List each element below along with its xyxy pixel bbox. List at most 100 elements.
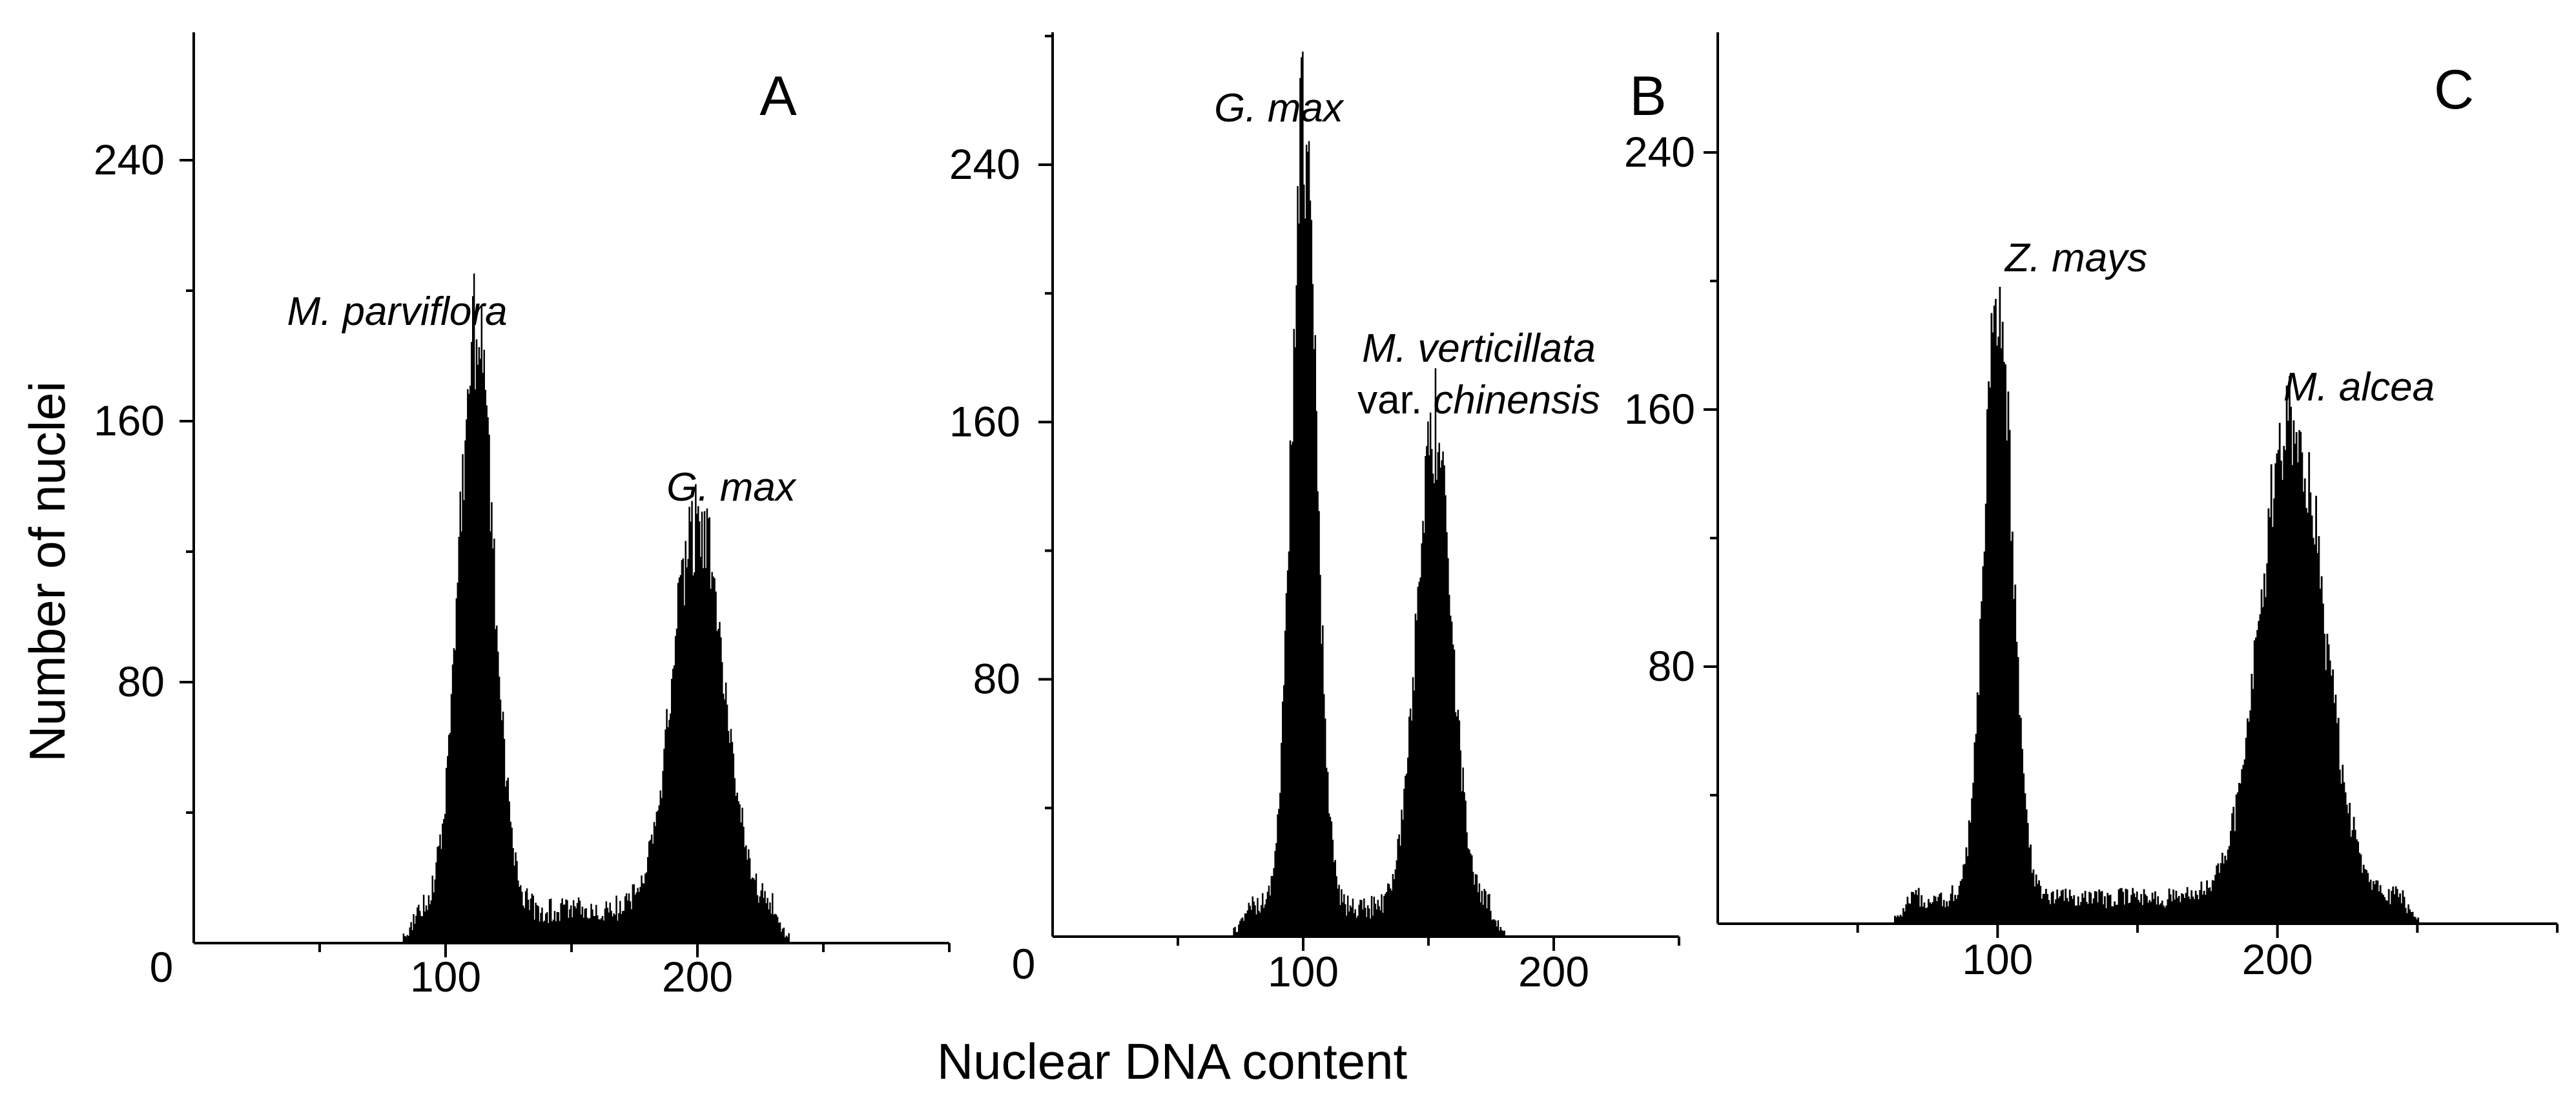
panel-c-bar-66 — [1986, 409, 1988, 924]
panel-c-bar-316 — [2336, 723, 2338, 924]
panel-a-bar-232 — [695, 484, 697, 943]
panel-b-x-tick-label-200: 200 — [1518, 948, 1589, 995]
panel-a-bar-258 — [727, 731, 730, 943]
panel-c-bar-111 — [2049, 904, 2052, 924]
panel-a-bar-164 — [609, 902, 611, 943]
panel-a-x-ticks: 100 200 — [318, 943, 951, 1001]
panel-a-bar-134 — [572, 917, 573, 943]
panel-c-bar-153 — [2108, 895, 2110, 924]
panel-c-bar-302 — [2316, 553, 2319, 924]
panel-c-bar-56 — [1972, 782, 1975, 924]
panel-c-bar-76 — [2000, 348, 2003, 924]
panel-b-bar-77 — [1329, 816, 1332, 937]
panel-c-bar-24 — [1928, 899, 1930, 924]
panel-b-x-tick-label-100: 100 — [1268, 948, 1339, 995]
panel-b-bar-116 — [1378, 906, 1380, 937]
panel-c-bar-38 — [1947, 906, 1950, 924]
panel-b-bar-165 — [1439, 468, 1441, 937]
panel-c-bar-250 — [2243, 759, 2246, 924]
panel-a-bar-213 — [671, 678, 673, 943]
panel-a-bar-285 — [761, 883, 763, 943]
panel-b-bar-194 — [1476, 875, 1478, 937]
panel-c-bar-206 — [2182, 894, 2185, 924]
panel-b-bar-143 — [1412, 677, 1414, 937]
panel-b-bar-192 — [1473, 884, 1476, 937]
panel-c-bar-27 — [1932, 902, 1934, 924]
panel-c-bar-60 — [1978, 695, 1980, 924]
panel-c-bar-326 — [2350, 837, 2353, 924]
panel-c-bar-35 — [1942, 900, 1945, 924]
panel-a-bar-182 — [632, 884, 634, 943]
panel-a-bar-25 — [434, 879, 436, 943]
x-axis-title: Nuclear DNA content — [937, 1033, 1408, 1090]
panel-b-bar-99 — [1357, 915, 1359, 937]
panel-a-bar-156 — [599, 919, 601, 943]
panel-c-bar-75 — [1999, 287, 2001, 924]
panel-c-bar-85 — [2013, 599, 2015, 924]
panel-c-bar-196 — [2168, 888, 2170, 924]
panel-b-bar-0 — [1233, 928, 1235, 937]
panel-c-bar-15 — [1915, 889, 1917, 924]
panel-c-bar-213 — [2192, 897, 2194, 924]
panel-c-bar-211 — [2189, 899, 2191, 924]
panel-a-bar-248 — [715, 591, 717, 943]
panel-c-bar-194 — [2165, 905, 2168, 924]
panel-a-bar-244 — [710, 588, 712, 943]
panel-a-bar-151 — [593, 916, 595, 943]
panel-a-bar-13 — [419, 911, 421, 943]
panel-a-bar-137 — [575, 908, 577, 943]
panel-c-bar-89 — [2018, 715, 2021, 924]
panel-c-bar-336 — [2364, 869, 2366, 924]
panel-b-bar-19 — [1257, 898, 1259, 937]
panel-c-bar-300 — [2314, 545, 2316, 924]
panel-c-x-tick-label-100: 100 — [1962, 935, 2033, 983]
panel-a-bar-211 — [668, 720, 670, 943]
panel-b-bar-49 — [1294, 347, 1296, 937]
panel-b-bar-201 — [1485, 891, 1487, 937]
panel-c-y-tick-label-240: 240 — [1624, 128, 1695, 176]
panel-a-bar-17 — [424, 911, 426, 943]
panel-c-bar-40 — [1950, 893, 1952, 924]
panel-c-bar-130 — [2076, 905, 2078, 924]
panel-b-bar-92 — [1348, 911, 1350, 937]
panel-c-bar-125 — [2068, 889, 2071, 924]
panel-b-bar-25 — [1264, 904, 1266, 937]
panel-c-bar-74 — [1997, 337, 2000, 924]
panel-c-bar-134 — [2081, 893, 2084, 924]
panel-a-bar-149 — [590, 904, 592, 943]
panel-c-bar-78 — [2003, 362, 2005, 924]
panel-c-bar-334 — [2361, 873, 2364, 924]
panel-b-bar-191 — [1472, 871, 1474, 937]
panel-b-bar-154 — [1426, 446, 1428, 937]
panel-c-bar-301 — [2315, 495, 2317, 924]
panel-b-bar-152 — [1423, 532, 1425, 937]
panel-c-bar-152 — [2107, 893, 2109, 924]
panel-b-origin-label: 0 — [1012, 940, 1036, 988]
panel-c-bar-281 — [2287, 421, 2289, 924]
panel-c-bar-159 — [2116, 904, 2119, 924]
panel-a-bar-251 — [719, 621, 721, 943]
panel-c-bar-41 — [1951, 885, 1953, 924]
panel-a-bar-38 — [450, 694, 453, 943]
panel-c-bar-195 — [2167, 899, 2169, 924]
panel-a-bar-199 — [653, 822, 655, 943]
panel-a-bar-142 — [581, 906, 584, 943]
panel-a-bar-158 — [601, 916, 604, 943]
panel-a-bar-293 — [772, 893, 774, 943]
panel-c-bar-52 — [1966, 856, 1969, 924]
panel-a-bar-138 — [576, 903, 579, 943]
panel-b-bar-106 — [1366, 917, 1368, 937]
panel-a-bar-32 — [443, 819, 445, 943]
panel-c-bar-193 — [2164, 907, 2166, 924]
panel-c-bar-175 — [2139, 902, 2141, 924]
panel-c-bar-338 — [2367, 873, 2369, 924]
panel-c-bar-123 — [2066, 898, 2068, 924]
panel-c-bar-268 — [2269, 517, 2271, 924]
panel-c-bar-304 — [2319, 588, 2322, 924]
panel-a-bar-128 — [564, 904, 566, 943]
panel-c-bar-137 — [2085, 902, 2088, 924]
panel-c-bar-47 — [1959, 880, 1962, 924]
panel-a-bar-278 — [752, 878, 755, 943]
panel-b-bar-172 — [1448, 594, 1450, 937]
panel-c-bar-135 — [2083, 897, 2085, 924]
